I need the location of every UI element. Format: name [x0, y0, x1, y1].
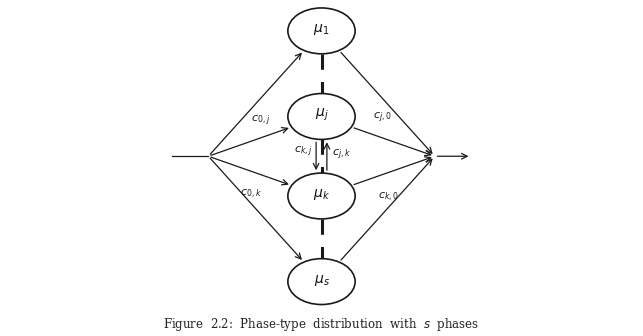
- Text: $c_{j,0}$: $c_{j,0}$: [374, 111, 392, 125]
- Text: $c_{k,j}$: $c_{k,j}$: [294, 144, 312, 159]
- Text: Figure  2.2:  Phase-type  distribution  with  $s$  phases: Figure 2.2: Phase-type distribution with…: [163, 316, 480, 333]
- Ellipse shape: [288, 8, 355, 54]
- Ellipse shape: [288, 173, 355, 219]
- Text: $c_{0,k}$: $c_{0,k}$: [240, 188, 262, 201]
- Text: $\mu_s$: $\mu_s$: [314, 272, 329, 288]
- Text: $\mu_k$: $\mu_k$: [313, 187, 330, 202]
- Text: $c_{0,j}$: $c_{0,j}$: [251, 114, 270, 128]
- Ellipse shape: [288, 259, 355, 304]
- Text: $c_{k,0}$: $c_{k,0}$: [378, 191, 399, 204]
- Text: $\mu_1$: $\mu_1$: [313, 22, 330, 37]
- Ellipse shape: [288, 93, 355, 139]
- Text: $\mu_j$: $\mu_j$: [314, 107, 329, 123]
- Text: $c_{j,k}$: $c_{j,k}$: [332, 148, 351, 162]
